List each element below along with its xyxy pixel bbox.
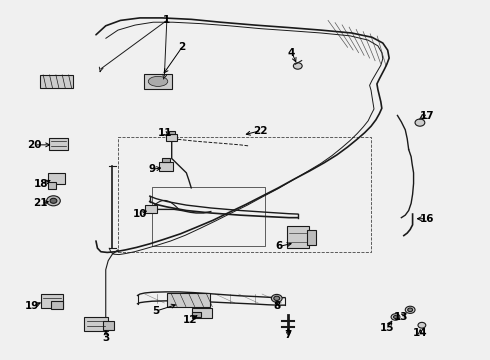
Text: 5: 5 — [152, 306, 160, 316]
Circle shape — [408, 308, 413, 312]
Bar — [51, 301, 63, 309]
Text: 15: 15 — [379, 323, 394, 333]
Circle shape — [294, 63, 302, 69]
Text: 4: 4 — [288, 48, 295, 58]
Text: 17: 17 — [419, 111, 434, 121]
Bar — [103, 321, 114, 330]
Bar — [307, 230, 317, 244]
Circle shape — [50, 198, 57, 203]
Bar — [166, 134, 177, 141]
Bar — [192, 308, 212, 318]
Circle shape — [271, 294, 282, 302]
Bar — [48, 182, 56, 189]
Text: 3: 3 — [102, 333, 109, 343]
Text: 16: 16 — [419, 214, 434, 224]
Bar — [146, 206, 157, 213]
Circle shape — [405, 306, 415, 314]
Text: 10: 10 — [133, 209, 147, 219]
Bar — [162, 158, 170, 162]
Text: 19: 19 — [25, 301, 40, 311]
Bar — [41, 294, 63, 308]
Bar — [84, 318, 108, 331]
Bar — [192, 312, 200, 318]
Text: 13: 13 — [394, 312, 409, 322]
Bar — [169, 131, 174, 134]
Circle shape — [393, 316, 397, 319]
Text: 1: 1 — [163, 15, 171, 26]
Ellipse shape — [148, 76, 168, 86]
Text: 18: 18 — [33, 179, 48, 189]
Bar — [167, 293, 210, 307]
Bar — [159, 162, 172, 171]
Circle shape — [47, 196, 60, 206]
Circle shape — [274, 296, 280, 301]
Circle shape — [415, 119, 425, 126]
Text: 11: 11 — [158, 129, 172, 138]
Text: 20: 20 — [26, 140, 41, 150]
Bar — [49, 173, 66, 184]
Text: 2: 2 — [178, 42, 185, 52]
Bar — [287, 226, 309, 248]
Text: 14: 14 — [413, 328, 427, 338]
Bar — [49, 138, 68, 150]
Text: 22: 22 — [253, 126, 268, 135]
Text: 9: 9 — [148, 164, 156, 174]
Text: 8: 8 — [273, 301, 280, 311]
Text: 7: 7 — [284, 330, 292, 340]
Bar — [40, 75, 74, 88]
Circle shape — [418, 322, 426, 328]
Text: 21: 21 — [33, 198, 48, 208]
Text: 6: 6 — [275, 241, 283, 251]
Bar — [144, 74, 172, 89]
Circle shape — [391, 314, 400, 320]
Text: 12: 12 — [183, 315, 197, 325]
